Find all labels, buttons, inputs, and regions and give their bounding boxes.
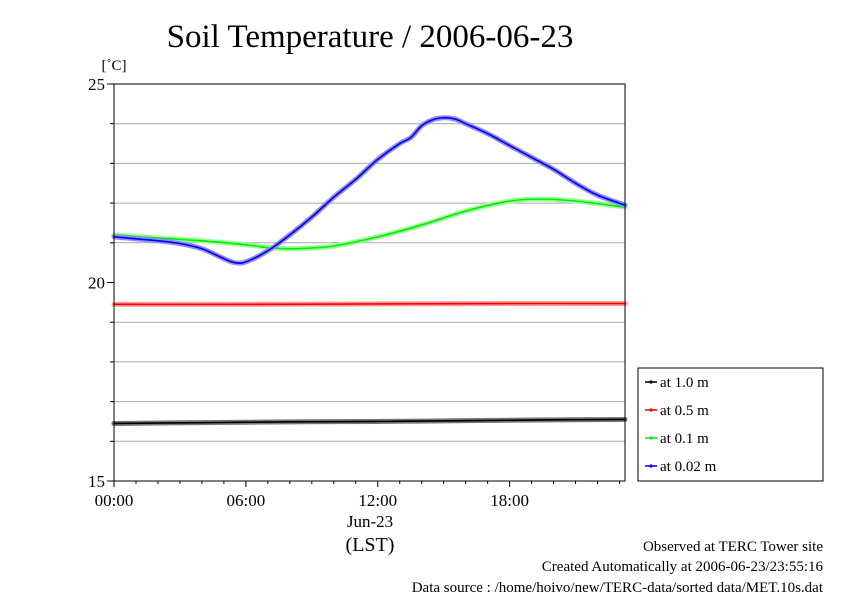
x-tick-label: 00:00	[95, 491, 134, 510]
footer-created: Created Automatically at 2006-06-23/23:5…	[542, 559, 824, 575]
legend-label: at 0.5 m	[660, 403, 709, 419]
legend-swatch-dot	[649, 380, 653, 384]
series-line	[113, 418, 626, 425]
gridlines	[114, 123, 625, 442]
legend-swatch-dot	[649, 436, 653, 440]
series-line-halo	[111, 196, 628, 252]
y-axis-unit-label: [˚C]	[102, 58, 127, 74]
legend-box	[637, 367, 824, 482]
legend-swatch-dot	[649, 408, 653, 412]
series-line	[113, 198, 626, 250]
y-tick-label: 25	[88, 75, 105, 94]
legend: at 1.0 m at 0.5 m at 0.1 m at 0.02 m	[637, 367, 824, 482]
series-line	[113, 302, 626, 306]
footer-site: Observed at TERC Tower site	[643, 539, 823, 555]
x-axis-date-label: Jun-23	[347, 512, 393, 531]
x-tick-label: 06:00	[227, 491, 266, 510]
chart-title: Soil Temperature / 2006-06-23	[167, 19, 574, 55]
footer-source: Data source : /home/hoivo/new/TERC-data/…	[412, 580, 824, 595]
x-tick-label: 12:00	[358, 491, 397, 510]
y-tick-label: 15	[88, 472, 105, 491]
axis-ticks: 15 20 25 00:00 06:00 12:00 18:00	[88, 75, 621, 510]
x-axis-label: (LST)	[346, 534, 395, 556]
series-line	[113, 116, 626, 264]
legend-swatch-dot	[649, 464, 653, 468]
legend-label: at 0.02 m	[660, 459, 717, 475]
x-tick-label: 18:00	[490, 491, 529, 510]
y-tick-label: 20	[88, 274, 105, 293]
series-lines	[111, 115, 628, 426]
legend-label: at 0.1 m	[660, 431, 709, 447]
legend-label: at 1.0 m	[660, 375, 709, 391]
